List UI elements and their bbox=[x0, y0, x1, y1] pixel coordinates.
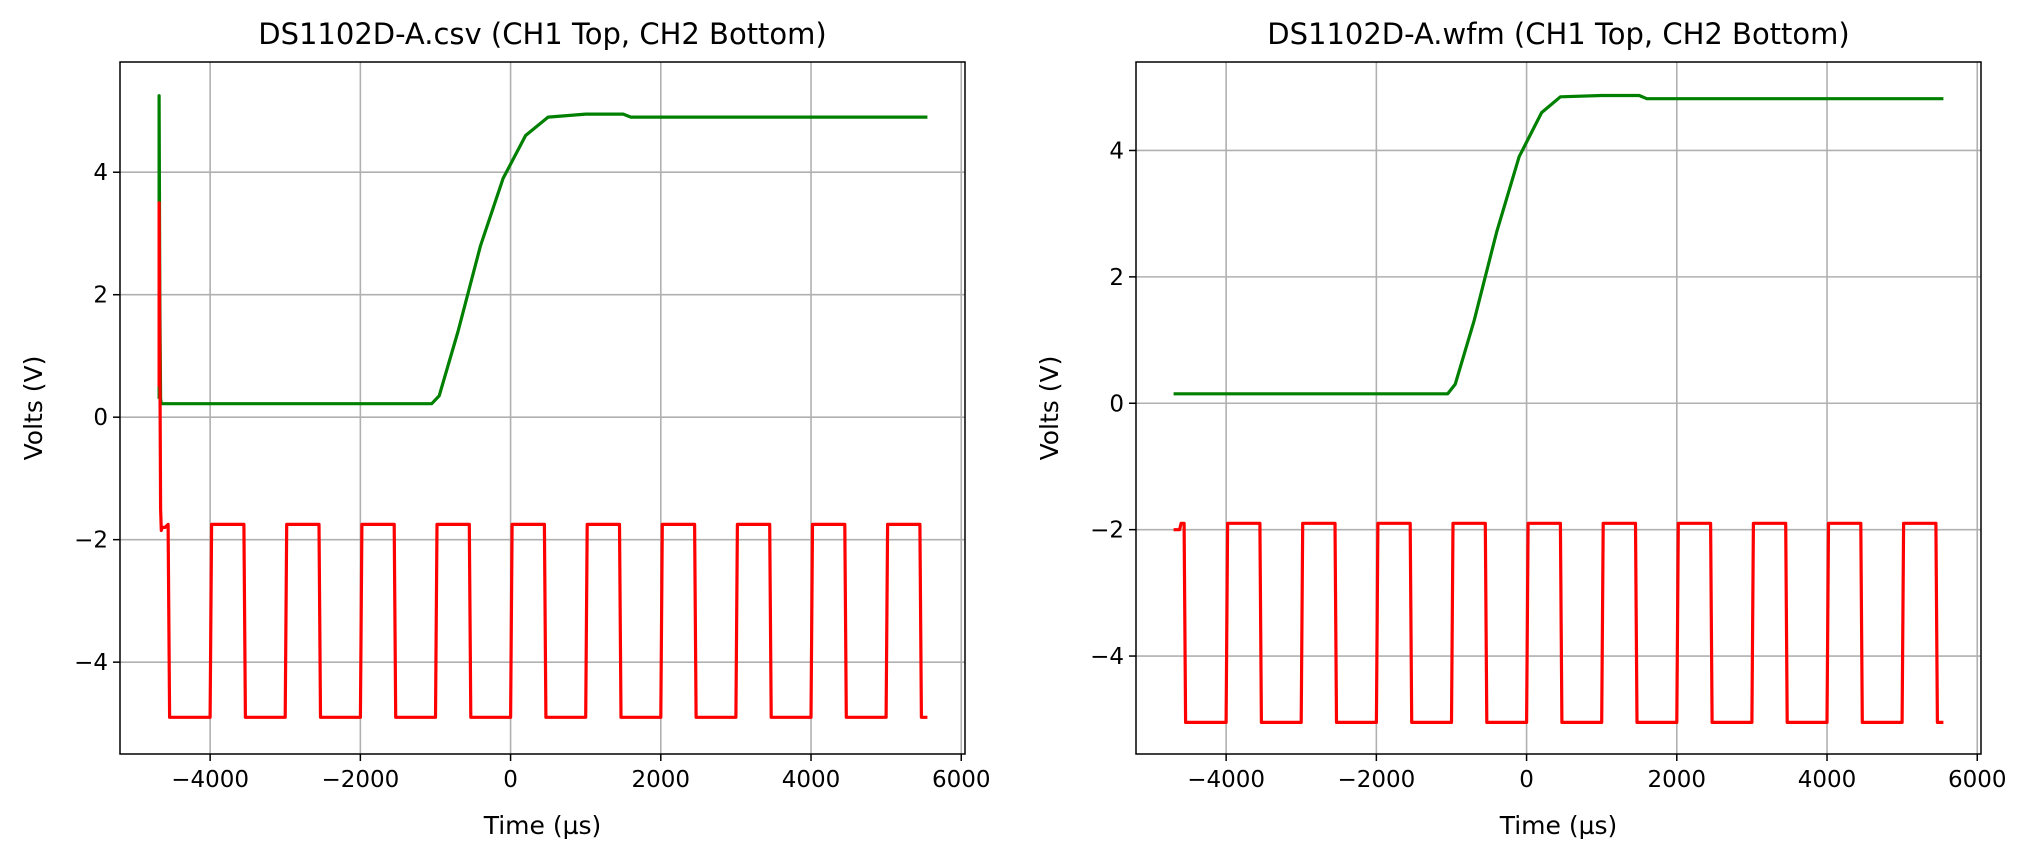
ch2-series-line bbox=[1173, 521, 1944, 725]
ticks-csv: −4000 −2000 0 2000 4000 6000 −4 −2 0 2 4 bbox=[74, 160, 990, 793]
y-tick-label: 0 bbox=[93, 405, 108, 431]
chart-title-csv: DS1102D-A.csv (CH1 Top, CH2 Bottom) bbox=[258, 17, 827, 51]
y-axis-label-csv: Volts (V) bbox=[19, 356, 48, 461]
series-wfm bbox=[1173, 93, 1944, 725]
axes-frame-csv bbox=[119, 61, 966, 755]
x-tick-label: −2000 bbox=[1337, 767, 1415, 793]
y-axis-label-wfm: Volts (V) bbox=[1035, 356, 1064, 461]
x-tick-label: 2000 bbox=[632, 767, 691, 793]
x-tick-label: 4000 bbox=[1798, 767, 1857, 793]
x-tick-label: 6000 bbox=[932, 767, 991, 793]
chart-title-wfm: DS1102D-A.wfm (CH1 Top, CH2 Bottom) bbox=[1267, 17, 1849, 51]
x-axis-label-wfm: Time (µs) bbox=[1499, 811, 1618, 840]
y-tick-label: 0 bbox=[1109, 391, 1124, 417]
panel-csv: −4000 −2000 0 2000 4000 6000 −4 −2 0 2 4 DS1102D-A… bbox=[19, 17, 991, 840]
y-tick-label: 4 bbox=[1109, 138, 1124, 164]
ch2-series-line bbox=[157, 201, 928, 719]
x-axis-label-csv: Time (µs) bbox=[483, 811, 602, 840]
x-tick-label: 0 bbox=[1519, 767, 1534, 793]
x-tick-label: 2000 bbox=[1648, 767, 1707, 793]
y-tick-label: 4 bbox=[93, 160, 108, 186]
x-tick-label: 4000 bbox=[782, 767, 841, 793]
y-tick-label: −4 bbox=[1090, 644, 1124, 670]
ch1-series-line bbox=[1173, 93, 1944, 396]
x-tick-label: 6000 bbox=[1948, 767, 2007, 793]
grid-wfm bbox=[1136, 62, 1981, 754]
y-tick-label: −2 bbox=[74, 528, 108, 554]
panel-wfm: −4000 −2000 0 2000 4000 6000 −4 −2 0 2 4 DS1102D-A… bbox=[1035, 17, 2007, 840]
x-tick-label: 0 bbox=[503, 767, 518, 793]
y-tick-label: −2 bbox=[1090, 518, 1124, 544]
series-csv bbox=[157, 94, 928, 719]
ch1-series-line bbox=[157, 94, 928, 406]
axes-frame-wfm bbox=[1135, 61, 1982, 755]
x-tick-label: −4000 bbox=[171, 767, 249, 793]
grid-csv bbox=[120, 62, 965, 754]
y-tick-label: 2 bbox=[93, 283, 108, 309]
x-tick-label: −2000 bbox=[321, 767, 399, 793]
y-tick-label: 2 bbox=[1109, 265, 1124, 291]
ticks-wfm: −4000 −2000 0 2000 4000 6000 −4 −2 0 2 4 bbox=[1090, 138, 2006, 793]
y-tick-label: −4 bbox=[74, 650, 108, 676]
x-tick-label: −4000 bbox=[1187, 767, 1265, 793]
